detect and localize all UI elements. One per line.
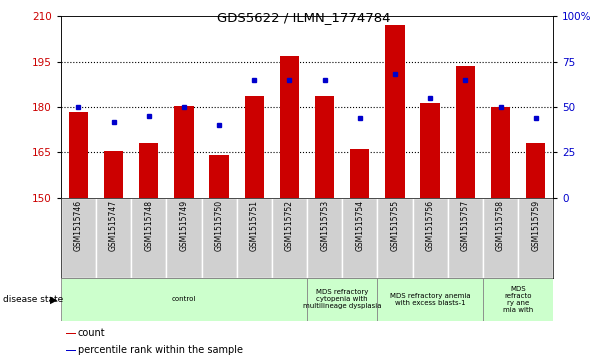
Bar: [342, 198, 378, 278]
Bar: [307, 278, 378, 321]
Text: count: count: [78, 328, 105, 338]
Text: GSM1515747: GSM1515747: [109, 200, 118, 251]
Bar: [66, 333, 76, 334]
Bar: [483, 198, 518, 278]
Bar: [66, 350, 76, 351]
Text: disease state: disease state: [3, 295, 63, 304]
Bar: [447, 198, 483, 278]
Text: GSM1515748: GSM1515748: [144, 200, 153, 251]
Text: ▶: ▶: [50, 294, 58, 305]
Text: GDS5622 / ILMN_1774784: GDS5622 / ILMN_1774784: [217, 11, 391, 24]
Bar: [307, 198, 342, 278]
Bar: [421, 102, 440, 198]
Text: MDS refractory
cytopenia with
multilineage dysplasia: MDS refractory cytopenia with multilinea…: [303, 289, 381, 310]
Text: GSM1515750: GSM1515750: [215, 200, 224, 251]
Text: GSM1515749: GSM1515749: [179, 200, 188, 251]
Bar: [69, 111, 88, 198]
Bar: [315, 97, 334, 198]
Text: GSM1515754: GSM1515754: [355, 200, 364, 251]
Text: GSM1515757: GSM1515757: [461, 200, 470, 251]
Text: GSM1515756: GSM1515756: [426, 200, 435, 251]
Text: GSM1515755: GSM1515755: [390, 200, 399, 251]
Text: control: control: [171, 297, 196, 302]
Bar: [209, 155, 229, 198]
Bar: [237, 198, 272, 278]
Text: percentile rank within the sample: percentile rank within the sample: [78, 345, 243, 355]
Bar: [104, 151, 123, 198]
Bar: [491, 107, 510, 198]
Text: GSM1515753: GSM1515753: [320, 200, 329, 251]
Text: MDS refractory anemia
with excess blasts-1: MDS refractory anemia with excess blasts…: [390, 293, 471, 306]
Text: GSM1515759: GSM1515759: [531, 200, 540, 251]
Bar: [61, 278, 307, 321]
Bar: [139, 143, 159, 198]
Text: GSM1515751: GSM1515751: [250, 200, 259, 251]
Text: GSM1515758: GSM1515758: [496, 200, 505, 251]
Text: GSM1515752: GSM1515752: [285, 200, 294, 251]
Bar: [272, 198, 307, 278]
Bar: [201, 198, 237, 278]
Bar: [96, 198, 131, 278]
Bar: [378, 198, 413, 278]
Bar: [174, 106, 193, 198]
Bar: [167, 198, 201, 278]
Bar: [526, 143, 545, 198]
Text: GSM1515746: GSM1515746: [74, 200, 83, 251]
Bar: [131, 198, 167, 278]
Bar: [455, 66, 475, 198]
Bar: [483, 278, 553, 321]
Bar: [280, 56, 299, 198]
Bar: [378, 278, 483, 321]
Bar: [385, 25, 405, 198]
Bar: [413, 198, 447, 278]
Bar: [61, 198, 96, 278]
Bar: [350, 150, 370, 198]
Bar: [518, 198, 553, 278]
Text: MDS
refracto
ry ane
mia with: MDS refracto ry ane mia with: [503, 286, 533, 313]
Bar: [244, 97, 264, 198]
